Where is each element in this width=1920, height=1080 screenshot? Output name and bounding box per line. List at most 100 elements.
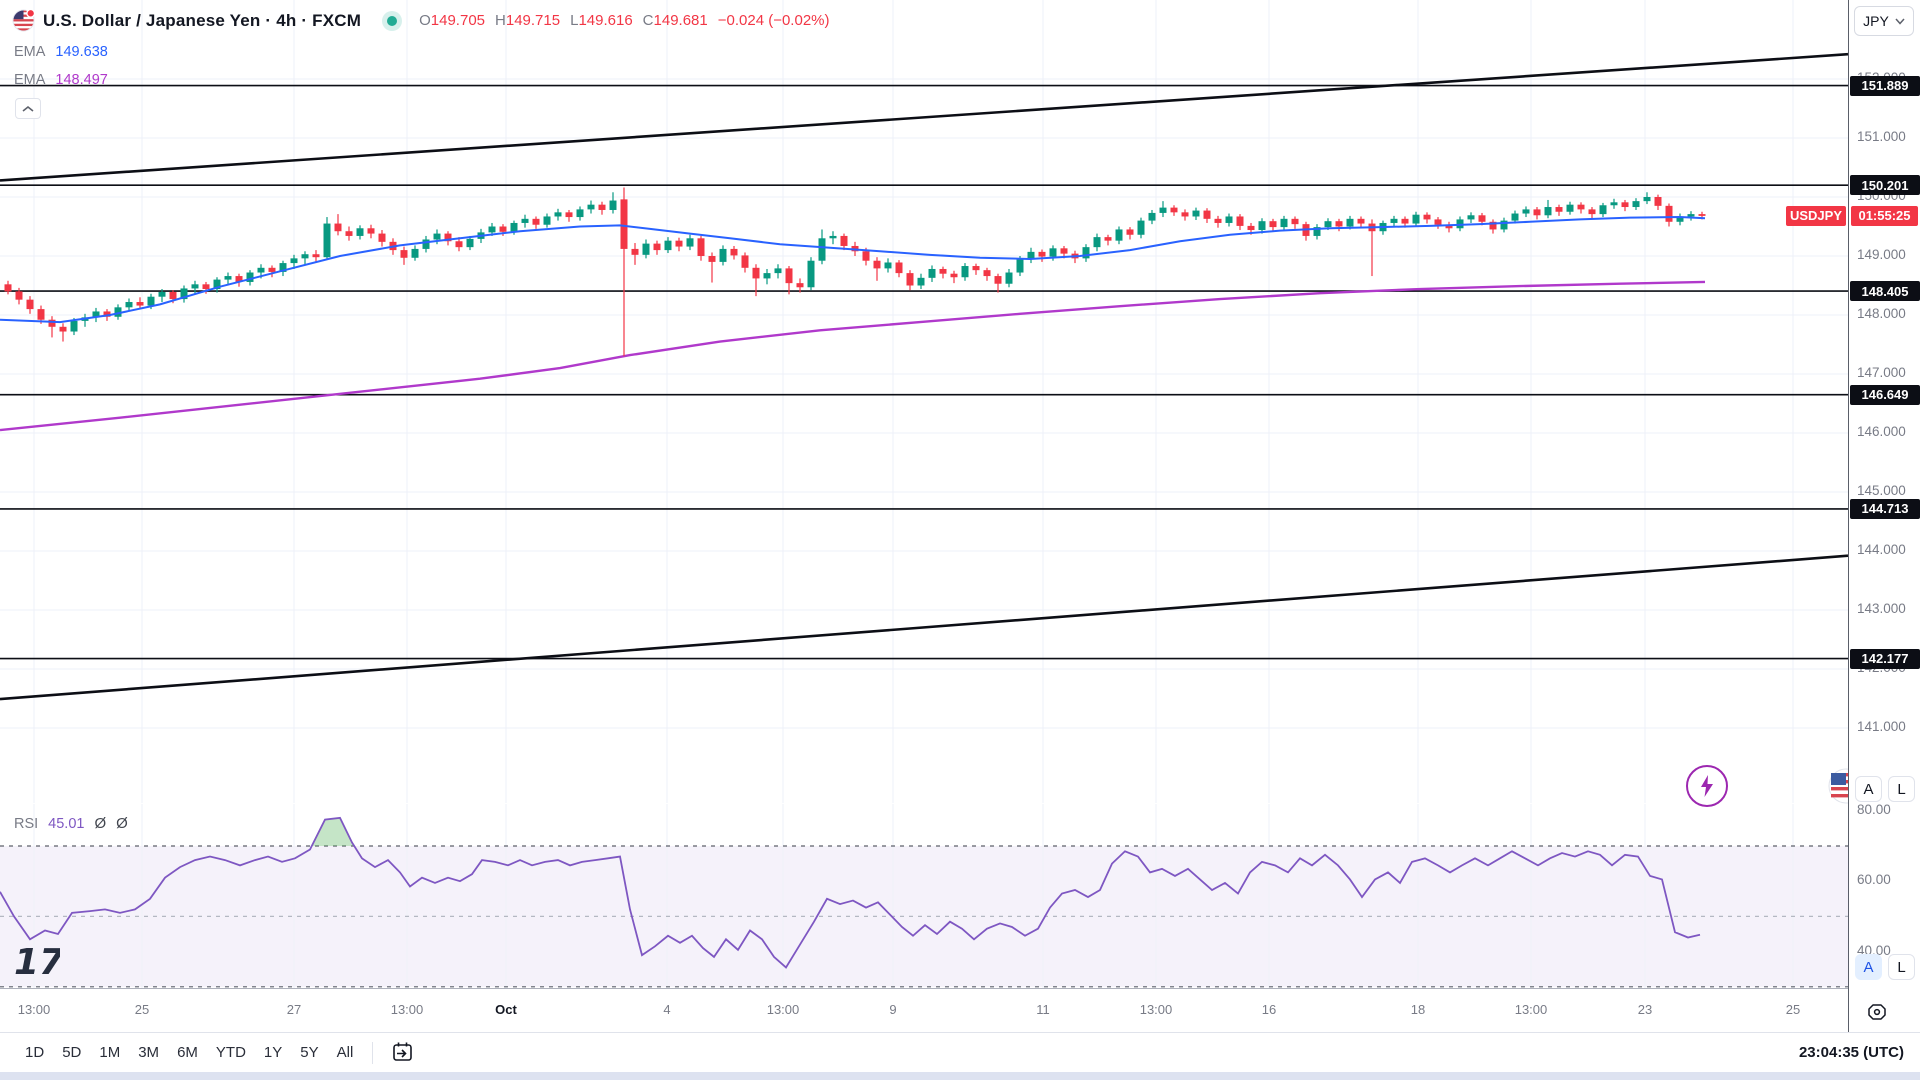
price-chart-canvas[interactable] <box>0 0 1848 803</box>
rsi-hidden-value-1: Ø <box>94 815 107 832</box>
candle-body <box>598 204 606 210</box>
range-button-all[interactable]: All <box>336 1044 354 1061</box>
candle-body <box>1104 237 1112 241</box>
candle-body <box>1258 221 1266 231</box>
rsi-tick: 60.00 <box>1857 872 1891 888</box>
candle-body <box>114 307 122 317</box>
time-tick: 11 <box>1036 1002 1050 1017</box>
candle-body <box>587 204 595 210</box>
currency-select[interactable]: JPY <box>1854 6 1914 36</box>
candle-body <box>1676 216 1684 222</box>
level-price-label: 151.889 <box>1850 75 1920 96</box>
toolbar-divider <box>372 1041 374 1064</box>
candle-body <box>873 260 881 269</box>
candle-body <box>1049 248 1057 257</box>
candle-body <box>752 267 760 279</box>
candle-body <box>1687 214 1695 217</box>
candle-body <box>224 276 232 280</box>
time-tick: 13:00 <box>17 1002 51 1017</box>
candle-body <box>301 254 309 259</box>
auto-scale-button-main[interactable]: A <box>1855 776 1882 802</box>
market-status-dot[interactable] <box>387 15 398 26</box>
svg-text:17: 17 <box>14 942 60 980</box>
symbol-title[interactable]: U.S. Dollar / Japanese Yen · 4h · FXCM <box>43 10 362 30</box>
pane-collapse-button[interactable] <box>15 98 41 119</box>
candle-body <box>488 226 496 233</box>
candle-body <box>279 263 287 272</box>
candle-body <box>1610 202 1618 206</box>
candle-body <box>1621 202 1629 208</box>
candle-body <box>1203 210 1211 219</box>
candle-body <box>1522 209 1530 214</box>
go-to-date-button[interactable] <box>383 1037 422 1068</box>
range-button-ytd[interactable]: YTD <box>215 1044 246 1061</box>
range-buttons: 1D 5D 1M 3M 6M YTD 1Y 5Y All <box>16 1038 362 1067</box>
rsi-legend[interactable]: RSI 45.01 Ø Ø <box>14 815 128 832</box>
price-tick: 151.000 <box>1857 129 1906 144</box>
price-tick: 147.000 <box>1857 365 1906 380</box>
candle-body <box>1280 218 1288 228</box>
candle-body <box>1148 212 1156 221</box>
candle-body <box>1412 214 1420 224</box>
candle-body <box>136 302 144 306</box>
log-scale-button-rsi[interactable]: L <box>1888 954 1915 980</box>
range-button-5y[interactable]: 5Y <box>300 1044 319 1061</box>
candle-body <box>818 238 826 261</box>
candle-body <box>928 268 936 278</box>
calendar-arrow-icon <box>393 1042 413 1061</box>
candle-body <box>103 311 111 317</box>
log-scale-button-main[interactable]: L <box>1888 776 1915 802</box>
ema-slow-label: EMA <box>14 72 46 88</box>
price-axis[interactable]: 152.000151.000150.000149.000148.000147.0… <box>1848 0 1920 1032</box>
ema-slow-legend[interactable]: EMA 148.497 <box>14 72 108 88</box>
axis-settings-gear-icon[interactable] <box>1862 997 1892 1027</box>
candle-body <box>917 277 925 286</box>
ema-fast-legend[interactable]: EMA 149.638 <box>14 44 108 60</box>
candle-body <box>147 296 155 306</box>
symbol-logo-marker <box>1827 767 1848 805</box>
auto-scale-button-rsi[interactable]: A <box>1855 954 1882 980</box>
time-axis[interactable]: 13:00 25 27 13:00 Oct 4 13:00 9 11 13:00 16 18 13:00… <box>0 988 1848 1032</box>
symbol-header[interactable]: U.S. Dollar / Japanese Yen · 4h · FXCM O… <box>12 9 830 32</box>
rsi-hidden-value-2: Ø <box>116 815 128 832</box>
tradingview-logo[interactable]: 17 <box>14 938 60 980</box>
time-tick: 25 <box>134 1002 150 1017</box>
candle-body <box>1390 218 1398 223</box>
range-button-3m[interactable]: 3M <box>138 1044 160 1061</box>
candle-body <box>1159 207 1167 213</box>
range-button-1d[interactable]: 1D <box>25 1044 45 1061</box>
candle-body <box>169 291 177 300</box>
bar-countdown-label: 01:55:25 <box>1851 205 1918 226</box>
rsi-canvas[interactable] <box>0 804 1848 988</box>
range-button-6m[interactable]: 6M <box>177 1044 198 1061</box>
instant-trading-button[interactable] <box>1686 765 1728 807</box>
candle-body <box>1511 213 1519 221</box>
rsi-band <box>0 846 1848 987</box>
price-tick: 146.000 <box>1857 424 1906 439</box>
candle-body <box>499 226 507 232</box>
rsi-indicator-pane[interactable]: RSI 45.01 Ø Ø 17 <box>0 804 1848 988</box>
candle-body <box>1126 229 1134 235</box>
rsi-tick: 80.00 <box>1857 801 1891 817</box>
server-clock[interactable]: 23:04:35 (UTC) <box>1798 1044 1904 1061</box>
range-button-1m[interactable]: 1M <box>99 1044 121 1061</box>
time-tick: 13:00 <box>1139 1002 1173 1017</box>
trendline[interactable] <box>0 554 1848 701</box>
ema-slow-line[interactable] <box>0 280 1706 432</box>
trendline[interactable] <box>0 52 1848 182</box>
level-price-label: 150.201 <box>1850 175 1920 196</box>
price-chart-pane[interactable] <box>0 0 1848 803</box>
log-scale-label: L <box>1897 958 1906 976</box>
range-button-5d[interactable]: 5D <box>62 1044 82 1061</box>
candle-body <box>48 319 56 327</box>
candle-body <box>1115 229 1123 241</box>
ema-fast-line[interactable] <box>0 216 1706 324</box>
price-tick: 148.000 <box>1857 306 1906 321</box>
close-label: C <box>642 12 654 29</box>
bottom-scroll-strip[interactable] <box>0 1072 1920 1080</box>
candle-body <box>1005 272 1013 284</box>
candle-body <box>422 239 430 249</box>
candle-body <box>1555 207 1563 212</box>
range-button-1y[interactable]: 1Y <box>263 1044 283 1061</box>
price-tick: 149.000 <box>1857 247 1906 262</box>
